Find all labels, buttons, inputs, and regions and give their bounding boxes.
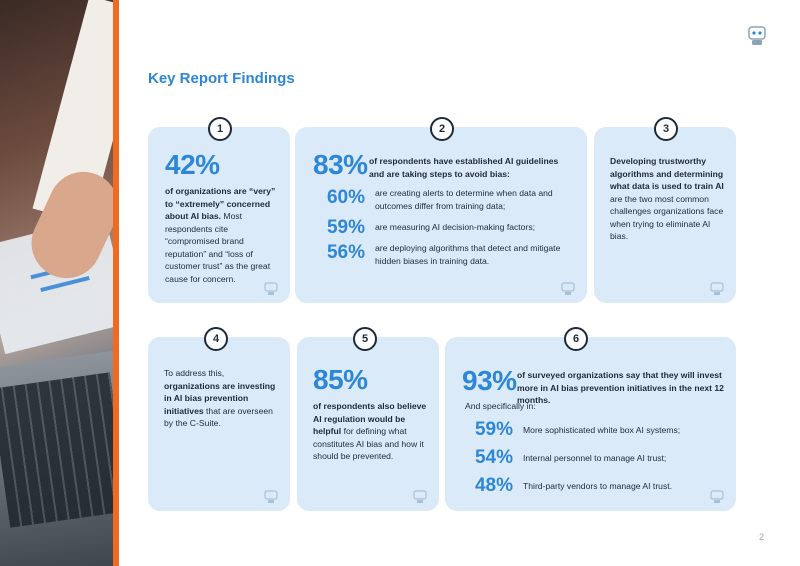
page-title: Key Report Findings: [148, 70, 295, 87]
list-item: 48% Third-party vendors to manage AI tru…: [474, 475, 673, 496]
list-item: 59% More sophisticated white box AI syst…: [474, 419, 681, 440]
accent-stripe: [113, 0, 119, 566]
stat-value: 85%: [313, 364, 368, 395]
card-text: of respondents also believe AI regulatio…: [313, 401, 427, 461]
card-lead: of respondents have established AI guide…: [369, 156, 559, 179]
cover-photo: [0, 0, 113, 566]
finding-card-4: 4 To address this, organizations are inv…: [148, 327, 290, 511]
stat-value: 42%: [165, 149, 220, 180]
card-number: 5: [353, 327, 377, 351]
card-text: To address this, organizations are inves…: [164, 368, 276, 428]
finding-card-3: 3 Developing trustworthy algorithms and …: [594, 117, 736, 303]
card-number: 6: [564, 327, 588, 351]
robot-icon: [264, 282, 278, 295]
list-item: 56% are deploying algorithms that detect…: [326, 242, 561, 266]
card-text: Developing trustworthy algorithms and de…: [610, 156, 724, 241]
robot-icon: [710, 282, 724, 295]
stat-value: 83%: [313, 149, 368, 180]
stat-value: 93%: [462, 365, 517, 396]
robot-icon: [561, 282, 575, 295]
robot-icon: [413, 490, 427, 503]
finding-card-5: 5 85% of respondents also believe AI reg…: [297, 327, 439, 511]
list-item: 59% are measuring AI decision-making fac…: [326, 217, 536, 238]
card-number: 4: [204, 327, 228, 351]
finding-card-6: 6 93% of surveyed organizations say that…: [445, 327, 736, 511]
card-lead: of surveyed organizations say that they …: [517, 370, 724, 405]
card-sub: And specifically in:: [465, 401, 536, 411]
list-item: 60% are creating alerts to determine whe…: [326, 187, 553, 211]
robot-icon: [264, 490, 278, 503]
card-number: 2: [430, 117, 454, 141]
robot-icon: [748, 26, 766, 45]
page-number: 2: [759, 532, 765, 542]
finding-card-1: 1 42% of organizations are “very” to “ex…: [148, 117, 290, 303]
finding-card-2: 2 83% of respondents have established AI…: [295, 117, 587, 303]
list-item: 54% Internal personnel to manage AI trus…: [474, 447, 667, 468]
robot-icon: [710, 490, 724, 503]
card-number: 3: [654, 117, 678, 141]
card-number: 1: [208, 117, 232, 141]
card-text: of organizations are “very” to “extremel…: [165, 186, 276, 284]
